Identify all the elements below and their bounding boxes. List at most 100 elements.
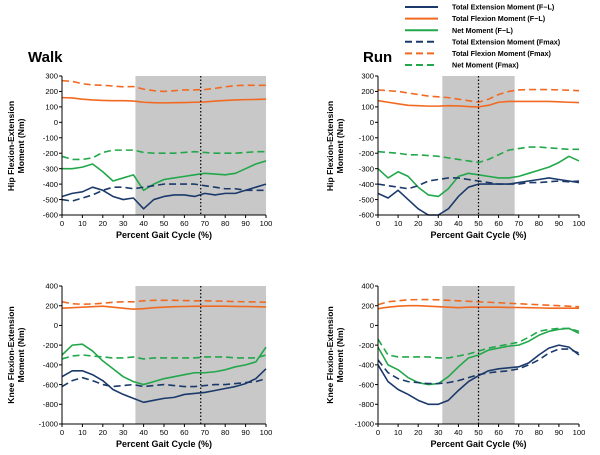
x-tick-label: 50 [474, 219, 482, 228]
panel-walk-knee: 0 10 20 30 40 50 60 70 80 90 100 -1000 -800 -600 -400 -… [6, 282, 272, 449]
y-tick-label: 200 [45, 87, 58, 96]
legend-label-2: Total Flexion Moment (F−L) [452, 14, 546, 23]
y-axis-label-line-2: Moment (Nm) [16, 118, 26, 173]
series-line-total-flexion-moment-f-l [377, 99, 580, 108]
series-line-total-flexion-moment-fmax [377, 298, 580, 308]
y-tick-label: -600 [43, 211, 58, 220]
y-tick-label: 0 [370, 321, 374, 330]
y-tick-label: -500 [43, 195, 58, 204]
y-tick-label: -400 [359, 361, 374, 370]
x-tick-label: 60 [494, 219, 502, 228]
y-tick-label: 0 [54, 321, 58, 330]
series-line-total-extension-moment-f-l [61, 183, 267, 210]
x-tick-label: 80 [221, 219, 229, 228]
panel-walk-hip: 0 10 20 30 40 50 60 70 80 90 100 -600 -500 -400 -300 -2… [6, 72, 272, 240]
x-tick-label: 0 [376, 428, 380, 437]
y-axis-label-line-2: Moment (Nm) [16, 327, 26, 382]
x-tick-label: 20 [414, 428, 422, 437]
y-tick-label: -100 [43, 133, 58, 142]
x-tick-label: 60 [180, 428, 188, 437]
y-tick-label: 0 [370, 118, 374, 127]
x-tick-label: 30 [119, 428, 127, 437]
y-tick-label: -400 [43, 180, 58, 189]
panel-run-knee: 0 10 20 30 40 50 60 70 80 90 100 -1000 -800 -600 -400 -… [325, 282, 585, 449]
x-axis-label: Percent Gait Cycle (%) [116, 230, 212, 240]
x-tick-label: 10 [78, 219, 86, 228]
x-tick-label: 10 [78, 428, 86, 437]
series-line-total-flexion-moment-f-l [61, 96, 267, 104]
y-tick-label: 0 [54, 118, 58, 127]
y-tick-label: -200 [359, 341, 374, 350]
series-line-total-extension-moment-fmax [61, 376, 267, 388]
y-axis-label-line-2: Moment (Nm) [335, 118, 345, 173]
x-tick-label: 20 [99, 428, 107, 437]
y-tick-label: -200 [43, 341, 58, 350]
x-tick-label: 70 [514, 428, 522, 437]
series-line-total-flexion-moment-f-l [61, 305, 267, 310]
y-tick-label: 200 [361, 301, 374, 310]
y-tick-label: 400 [361, 282, 374, 291]
y-tick-label: 300 [45, 72, 58, 81]
x-tick-label: 40 [454, 428, 462, 437]
series-line-net-moment-f-l [62, 160, 267, 192]
y-tick-label: -300 [359, 164, 374, 173]
series-line-total-flexion-moment-fmax [61, 79, 266, 93]
x-tick-label: 60 [180, 219, 188, 228]
y-tick-label: -800 [359, 400, 374, 409]
x-tick-label: 70 [201, 428, 209, 437]
x-tick-label: 0 [60, 219, 64, 228]
x-tick-label: 90 [555, 428, 563, 437]
y-tick-label: -500 [359, 195, 374, 204]
series-line-net-moment-fmax [61, 149, 266, 161]
series-line-total-extension-moment-f-l [61, 368, 267, 404]
x-tick-label: 100 [573, 219, 586, 228]
y-tick-label: 100 [45, 103, 58, 112]
x-tick-label: 40 [139, 219, 147, 228]
series-line-total-extension-moment-fmax [61, 183, 266, 202]
y-axis-label-line-1: Hip Flexion-Extension [6, 101, 16, 191]
x-tick-label: 40 [139, 428, 147, 437]
legend-label-6: Net Moment (Fmax) [452, 61, 519, 70]
legend-label-1: Total Extension Moment (F−L) [452, 3, 555, 12]
x-tick-label: 100 [573, 428, 586, 437]
legend-label-5: Total Flexion Moment (Fmax) [452, 49, 552, 58]
y-tick-label: -200 [43, 149, 58, 158]
x-tick-label: 50 [160, 219, 168, 228]
y-tick-label: 100 [361, 103, 374, 112]
x-tick-label: 40 [454, 219, 462, 228]
y-tick-label: 200 [45, 301, 58, 310]
x-tick-label: 100 [260, 428, 273, 437]
legend-label-3: Net Moment (F−L) [452, 26, 513, 35]
x-tick-label: 50 [160, 428, 168, 437]
series-line-total-extension-moment-f-l [377, 177, 580, 216]
y-axis-label-line-1: Hip Flexion-Extension [325, 101, 335, 191]
legend: Total Extension Moment (F−L) Total Flexio… [405, 3, 561, 70]
series-line-net-moment-f-l [377, 327, 580, 386]
series-line-total-flexion-moment-fmax [377, 88, 580, 104]
x-tick-label: 20 [99, 219, 107, 228]
x-tick-label: 90 [555, 219, 563, 228]
x-tick-label: 80 [535, 219, 543, 228]
series-line-total-flexion-moment-fmax [61, 299, 267, 306]
x-axis-label: Percent Gait Cycle (%) [430, 230, 526, 240]
y-tick-label: 400 [45, 282, 58, 291]
series-line-net-moment-fmax [377, 146, 579, 164]
shaded-region [442, 76, 515, 215]
x-tick-label: 100 [260, 219, 273, 228]
y-tick-label: -600 [359, 380, 374, 389]
series-line-total-extension-moment-fmax [377, 348, 580, 385]
y-tick-label: -1000 [355, 420, 374, 429]
legend-label-4: Total Extension Moment (Fmax) [452, 37, 561, 46]
y-tick-label: -100 [359, 133, 374, 142]
column-title-walk: Walk [28, 49, 63, 66]
series-line-net-moment-f-l [61, 343, 267, 386]
y-axis-label-line-1: Knee Flexion-Extension [6, 306, 16, 403]
x-axis-label: Percent Gait Cycle (%) [116, 439, 212, 449]
x-tick-label: 60 [494, 428, 502, 437]
x-tick-label: 90 [241, 219, 249, 228]
y-tick-label: -800 [43, 400, 58, 409]
y-tick-label: -400 [359, 180, 374, 189]
x-tick-label: 0 [376, 219, 380, 228]
y-axis-label-line-2: Moment (Nm) [335, 327, 345, 382]
